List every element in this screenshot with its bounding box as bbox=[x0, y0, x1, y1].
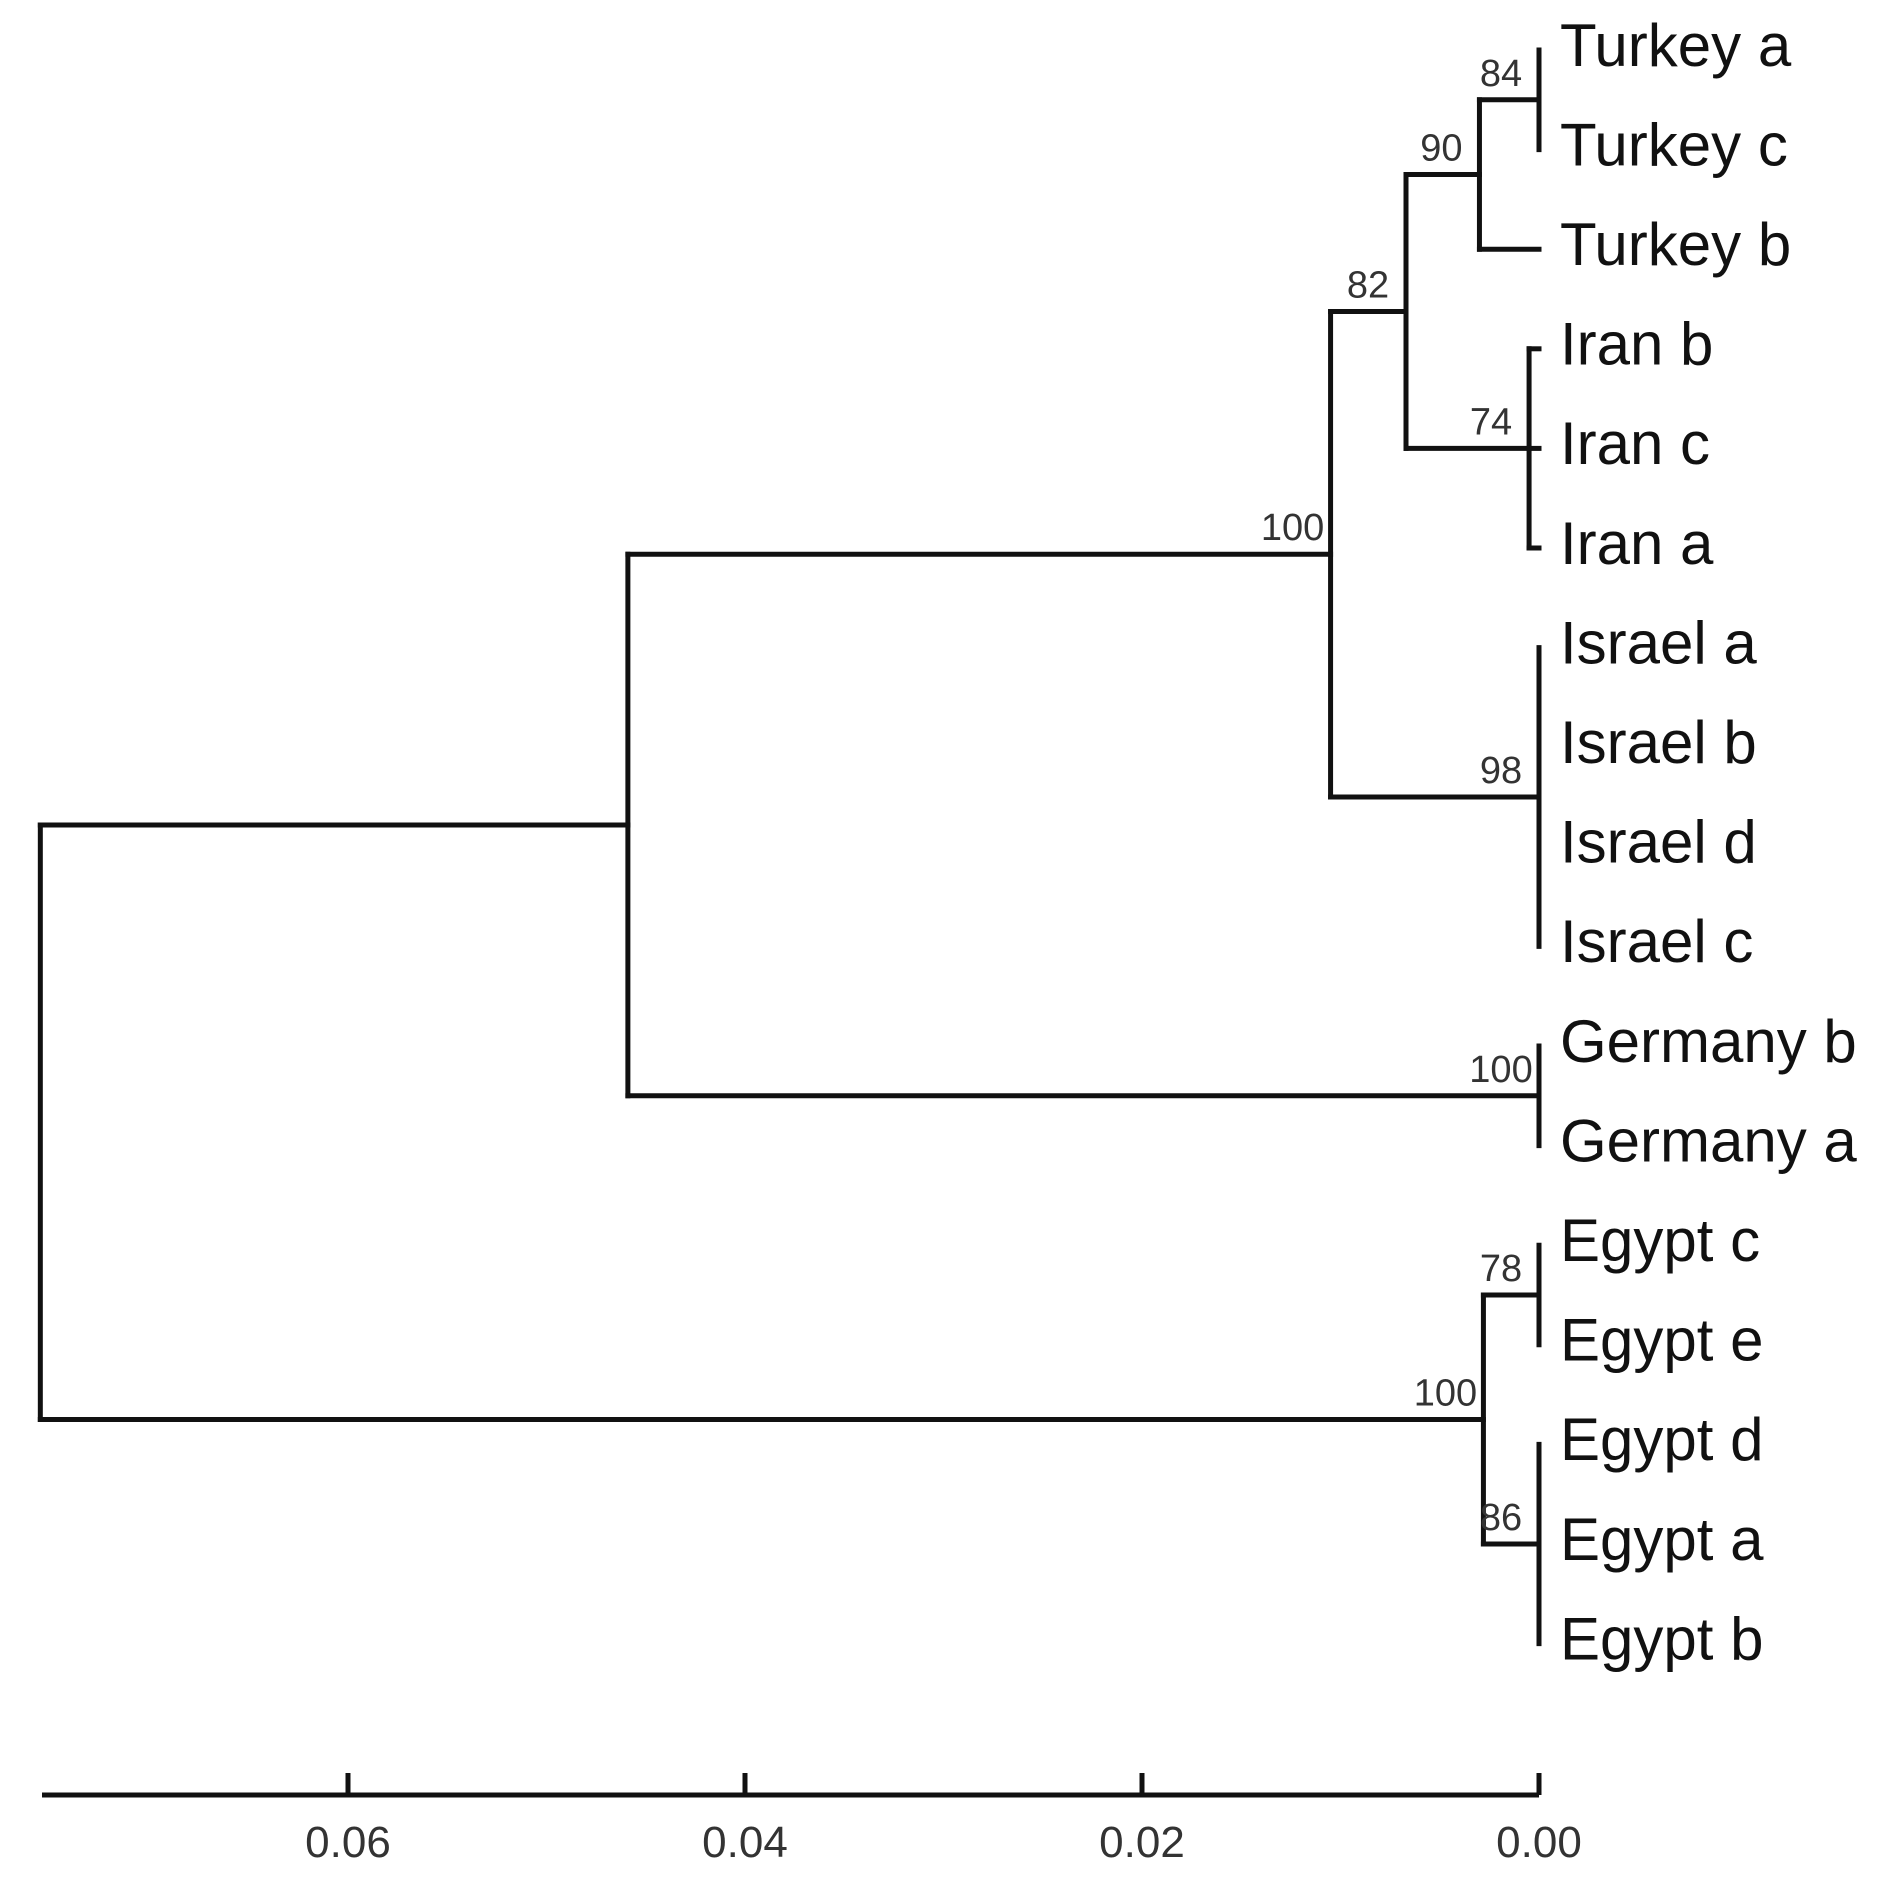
support-label-germany: 100 bbox=[1469, 1049, 1532, 1091]
support-label-turkey_ac: 84 bbox=[1480, 53, 1522, 95]
leaf-label-turkey-b: Turkey b bbox=[1560, 211, 1791, 278]
leaf-label-israel-d: Israel d bbox=[1560, 809, 1757, 876]
leaf-labels: Turkey a Turkey c Turkey b Iran b Iran c Iran… bbox=[1560, 12, 1857, 1673]
support-label-egypt_dab: 86 bbox=[1480, 1497, 1522, 1539]
support-label-iran: 74 bbox=[1470, 401, 1512, 443]
leaf-label-egypt-b: Egypt b bbox=[1560, 1605, 1763, 1672]
leaf-label-israel-b: Israel b bbox=[1560, 709, 1757, 776]
leaf-label-egypt-c: Egypt c bbox=[1560, 1207, 1760, 1274]
leaf-label-iran-a: Iran a bbox=[1560, 510, 1714, 577]
support-label-egypt: 100 bbox=[1414, 1373, 1477, 1415]
leaf-label-germany-a: Germany a bbox=[1560, 1107, 1857, 1174]
support-label-mideast: 100 bbox=[1261, 507, 1324, 549]
branches bbox=[37, 47, 1542, 1647]
leaf-label-egypt-e: Egypt e bbox=[1560, 1307, 1763, 1374]
axis-tick-label-0-04: 0.04 bbox=[702, 1818, 788, 1867]
support-label-turkey_iran: 82 bbox=[1347, 264, 1389, 306]
axis-ticks: 0.06 0.04 0.02 0.00 bbox=[305, 1773, 1582, 1867]
leaf-label-israel-a: Israel a bbox=[1560, 609, 1757, 676]
support-label-egypt_ce: 78 bbox=[1480, 1248, 1522, 1290]
distance-scale-axis: 0.06 0.04 0.02 0.00 bbox=[42, 1773, 1582, 1867]
axis-tick-label-0-00: 0.00 bbox=[1496, 1818, 1582, 1867]
leaf-label-turkey-a: Turkey a bbox=[1560, 12, 1792, 79]
bootstrap-support-labels: 84 90 74 82 98 100 100 78 86 100 bbox=[1261, 53, 1533, 1539]
axis-tick-label-0-06: 0.06 bbox=[305, 1818, 391, 1867]
support-label-turkey: 90 bbox=[1420, 128, 1462, 170]
leaf-label-turkey-c: Turkey c bbox=[1560, 111, 1788, 178]
leaf-label-iran-b: Iran b bbox=[1560, 311, 1713, 378]
leaf-label-iran-c: Iran c bbox=[1560, 410, 1710, 477]
axis-tick-label-0-02: 0.02 bbox=[1099, 1818, 1185, 1867]
leaf-label-egypt-d: Egypt d bbox=[1560, 1406, 1763, 1473]
leaf-label-egypt-a: Egypt a bbox=[1560, 1506, 1764, 1573]
leaf-label-germany-b: Germany b bbox=[1560, 1008, 1857, 1075]
leaf-label-israel-c: Israel c bbox=[1560, 908, 1753, 975]
support-label-israel: 98 bbox=[1480, 750, 1522, 792]
